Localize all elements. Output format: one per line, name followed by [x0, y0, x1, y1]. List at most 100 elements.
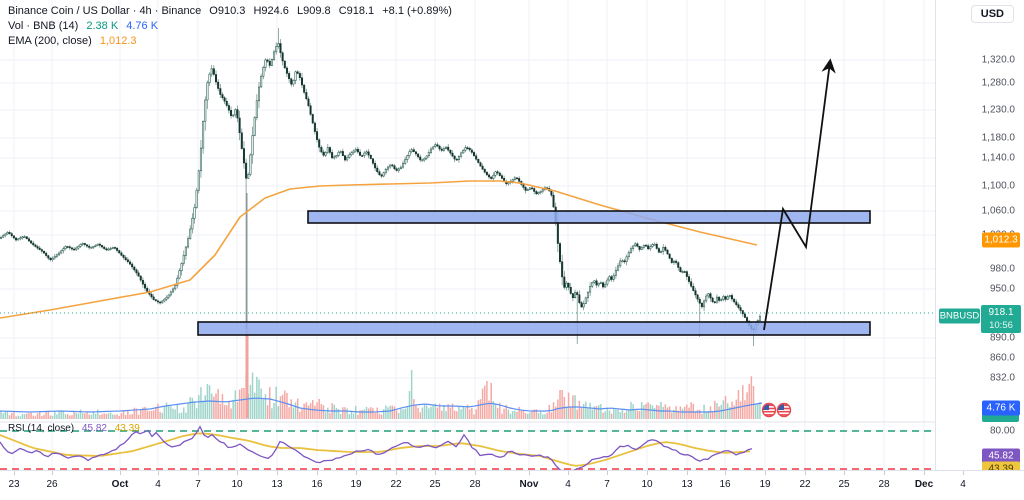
- price-axis-label: 1,060.0: [981, 205, 1015, 217]
- time-axis-label: 22: [390, 479, 402, 490]
- time-axis-tick: [14, 471, 15, 475]
- ema-price-badge: 1,012.3: [982, 232, 1020, 248]
- time-axis-label: 22: [799, 479, 811, 490]
- us-flag-sticker-icon[interactable]: [761, 402, 777, 418]
- time-axis-label: 23: [8, 479, 20, 490]
- time-axis-label: 26: [46, 479, 58, 490]
- rsi-label[interactable]: RSI (14, close): [8, 423, 75, 434]
- time-axis-label: 25: [429, 479, 441, 490]
- time-axis-tick: [765, 471, 766, 475]
- time-axis-label: 28: [878, 479, 890, 490]
- time-axis-tick: [198, 471, 199, 475]
- time-axis-tick: [725, 471, 726, 475]
- time-axis-tick: [475, 471, 476, 475]
- rsi-ma-line: [0, 432, 751, 467]
- time-axis-tick: [356, 471, 357, 475]
- volume-spike-bar: [245, 331, 249, 418]
- time-axis-label: 10: [231, 479, 243, 490]
- time-axis-label: 19: [759, 479, 771, 490]
- time-axis-tick: [687, 471, 688, 475]
- price-axis-label: 832.0: [989, 372, 1015, 384]
- time-axis-tick: [844, 471, 845, 475]
- rsi-value-badge: 45.82: [982, 448, 1020, 464]
- price-axis-label: 1,140.0: [981, 152, 1015, 164]
- projection-arrow[interactable]: [763, 58, 836, 331]
- currency-toggle-button[interactable]: USD: [970, 5, 1014, 23]
- time-axis-tick: [568, 471, 569, 475]
- current-price-badge: 918.1 10:56: [981, 305, 1021, 333]
- rsi-legend[interactable]: RSI (14, close) 45.82 43.39: [8, 423, 140, 434]
- chart-legend: Binance Coin / US Dollar · 4h · Binance …: [8, 4, 457, 49]
- time-axis-tick: [607, 471, 608, 475]
- volume-current-value: 2.38 K: [86, 20, 119, 32]
- time-axis-label: Nov: [519, 479, 539, 490]
- resistance-zone-box[interactable]: [307, 210, 871, 224]
- ema-value: 1,012.3: [99, 35, 137, 47]
- volume-ma-value: 4.76 K: [126, 20, 159, 32]
- time-axis[interactable]: 23 26 Oct 4 7 10 13 16 19 22 25 28 Nov 4 7 10 13 16 19 22 25…: [0, 470, 1024, 500]
- time-axis-tick: [529, 471, 530, 475]
- price-axis-label: 980.0: [989, 263, 1015, 275]
- ema-indicator-label[interactable]: EMA (200, close): [8, 35, 92, 47]
- time-axis-tick: [924, 471, 925, 475]
- support-zone-box[interactable]: [197, 321, 871, 336]
- price-axis-label: 860.0: [989, 352, 1015, 364]
- time-axis-tick: [435, 471, 436, 475]
- time-axis-label: Oct: [111, 479, 129, 490]
- time-axis-tick: [52, 471, 53, 475]
- price-axis-label: 950.0: [989, 283, 1015, 295]
- ema-indicator-row[interactable]: EMA (200, close) 1,012.3: [8, 34, 457, 49]
- symbol-name-badge: BNBUSD: [939, 308, 980, 324]
- time-axis-tick: [805, 471, 806, 475]
- time-axis-label: 16: [719, 479, 731, 490]
- time-axis-label: 7: [604, 479, 610, 490]
- time-axis-label: 4: [565, 479, 571, 490]
- rsi-oversold-fill: [560, 469, 575, 470]
- time-axis-label: 28: [469, 479, 481, 490]
- us-flag-sticker-icon[interactable]: [776, 402, 792, 418]
- time-axis-label: 4: [155, 479, 161, 490]
- time-axis-label: 13: [271, 479, 283, 490]
- volume-ma-line: [0, 397, 763, 413]
- time-axis-tick: [237, 471, 238, 475]
- rsi-ma-value: 43.39: [114, 423, 140, 434]
- time-axis-label: 19: [350, 479, 362, 490]
- time-axis-tick: [963, 471, 964, 475]
- price-axis-label: 1,100.0: [981, 180, 1015, 192]
- price-axis-label: 1,280.0: [981, 77, 1015, 89]
- time-axis-tick: [158, 471, 159, 475]
- time-axis-tick: [647, 471, 648, 475]
- price-axis-label: 80.00: [989, 425, 1015, 437]
- symbol-row[interactable]: Binance Coin / US Dollar · 4h · Binance …: [8, 4, 457, 19]
- volume-current-badge: [982, 412, 1019, 422]
- ema-200-line[interactable]: [0, 180, 758, 319]
- price-axis-label: 890.0: [989, 332, 1015, 344]
- time-axis-tick: [884, 471, 885, 475]
- time-axis-label: 13: [681, 479, 693, 490]
- price-axis[interactable]: 1,320.0 1,280.0 1,230.0 1,180.0 1,140.0 1,100…: [935, 0, 1024, 477]
- volume-ma-badge: 4.76 K: [982, 400, 1020, 416]
- chart-canvas[interactable]: [0, 0, 935, 470]
- price-axis-label: 1,230.0: [981, 104, 1015, 116]
- volume-indicator-label[interactable]: Vol · BNB (14): [8, 20, 79, 32]
- price-axis-label: 1,320.0: [981, 54, 1015, 66]
- time-axis-tick: [396, 471, 397, 475]
- time-axis-tick: [120, 471, 121, 475]
- time-axis-tick: [277, 471, 278, 475]
- ohlc-low: L909.8: [296, 5, 331, 17]
- time-axis-label: Dec: [914, 479, 934, 490]
- time-axis-label: 4: [960, 479, 966, 490]
- time-axis-label: 7: [195, 479, 201, 490]
- ohlc-change: +8.1 (+0.89%): [382, 5, 452, 17]
- grid: [0, 0, 935, 470]
- time-axis-label: 10: [641, 479, 653, 490]
- ohlc-high: H924.6: [253, 5, 289, 17]
- time-axis-tick: [317, 471, 318, 475]
- ohlc-close: C918.1: [338, 5, 375, 17]
- price-axis-label: 1,180.0: [981, 132, 1015, 144]
- volume-indicator-row[interactable]: Vol · BNB (14) 2.38 K 4.76 K: [8, 19, 457, 34]
- time-axis-label: 16: [311, 479, 323, 490]
- candles: [0, 28, 761, 346]
- symbol-title[interactable]: Binance Coin / US Dollar · 4h · Binance: [8, 5, 202, 17]
